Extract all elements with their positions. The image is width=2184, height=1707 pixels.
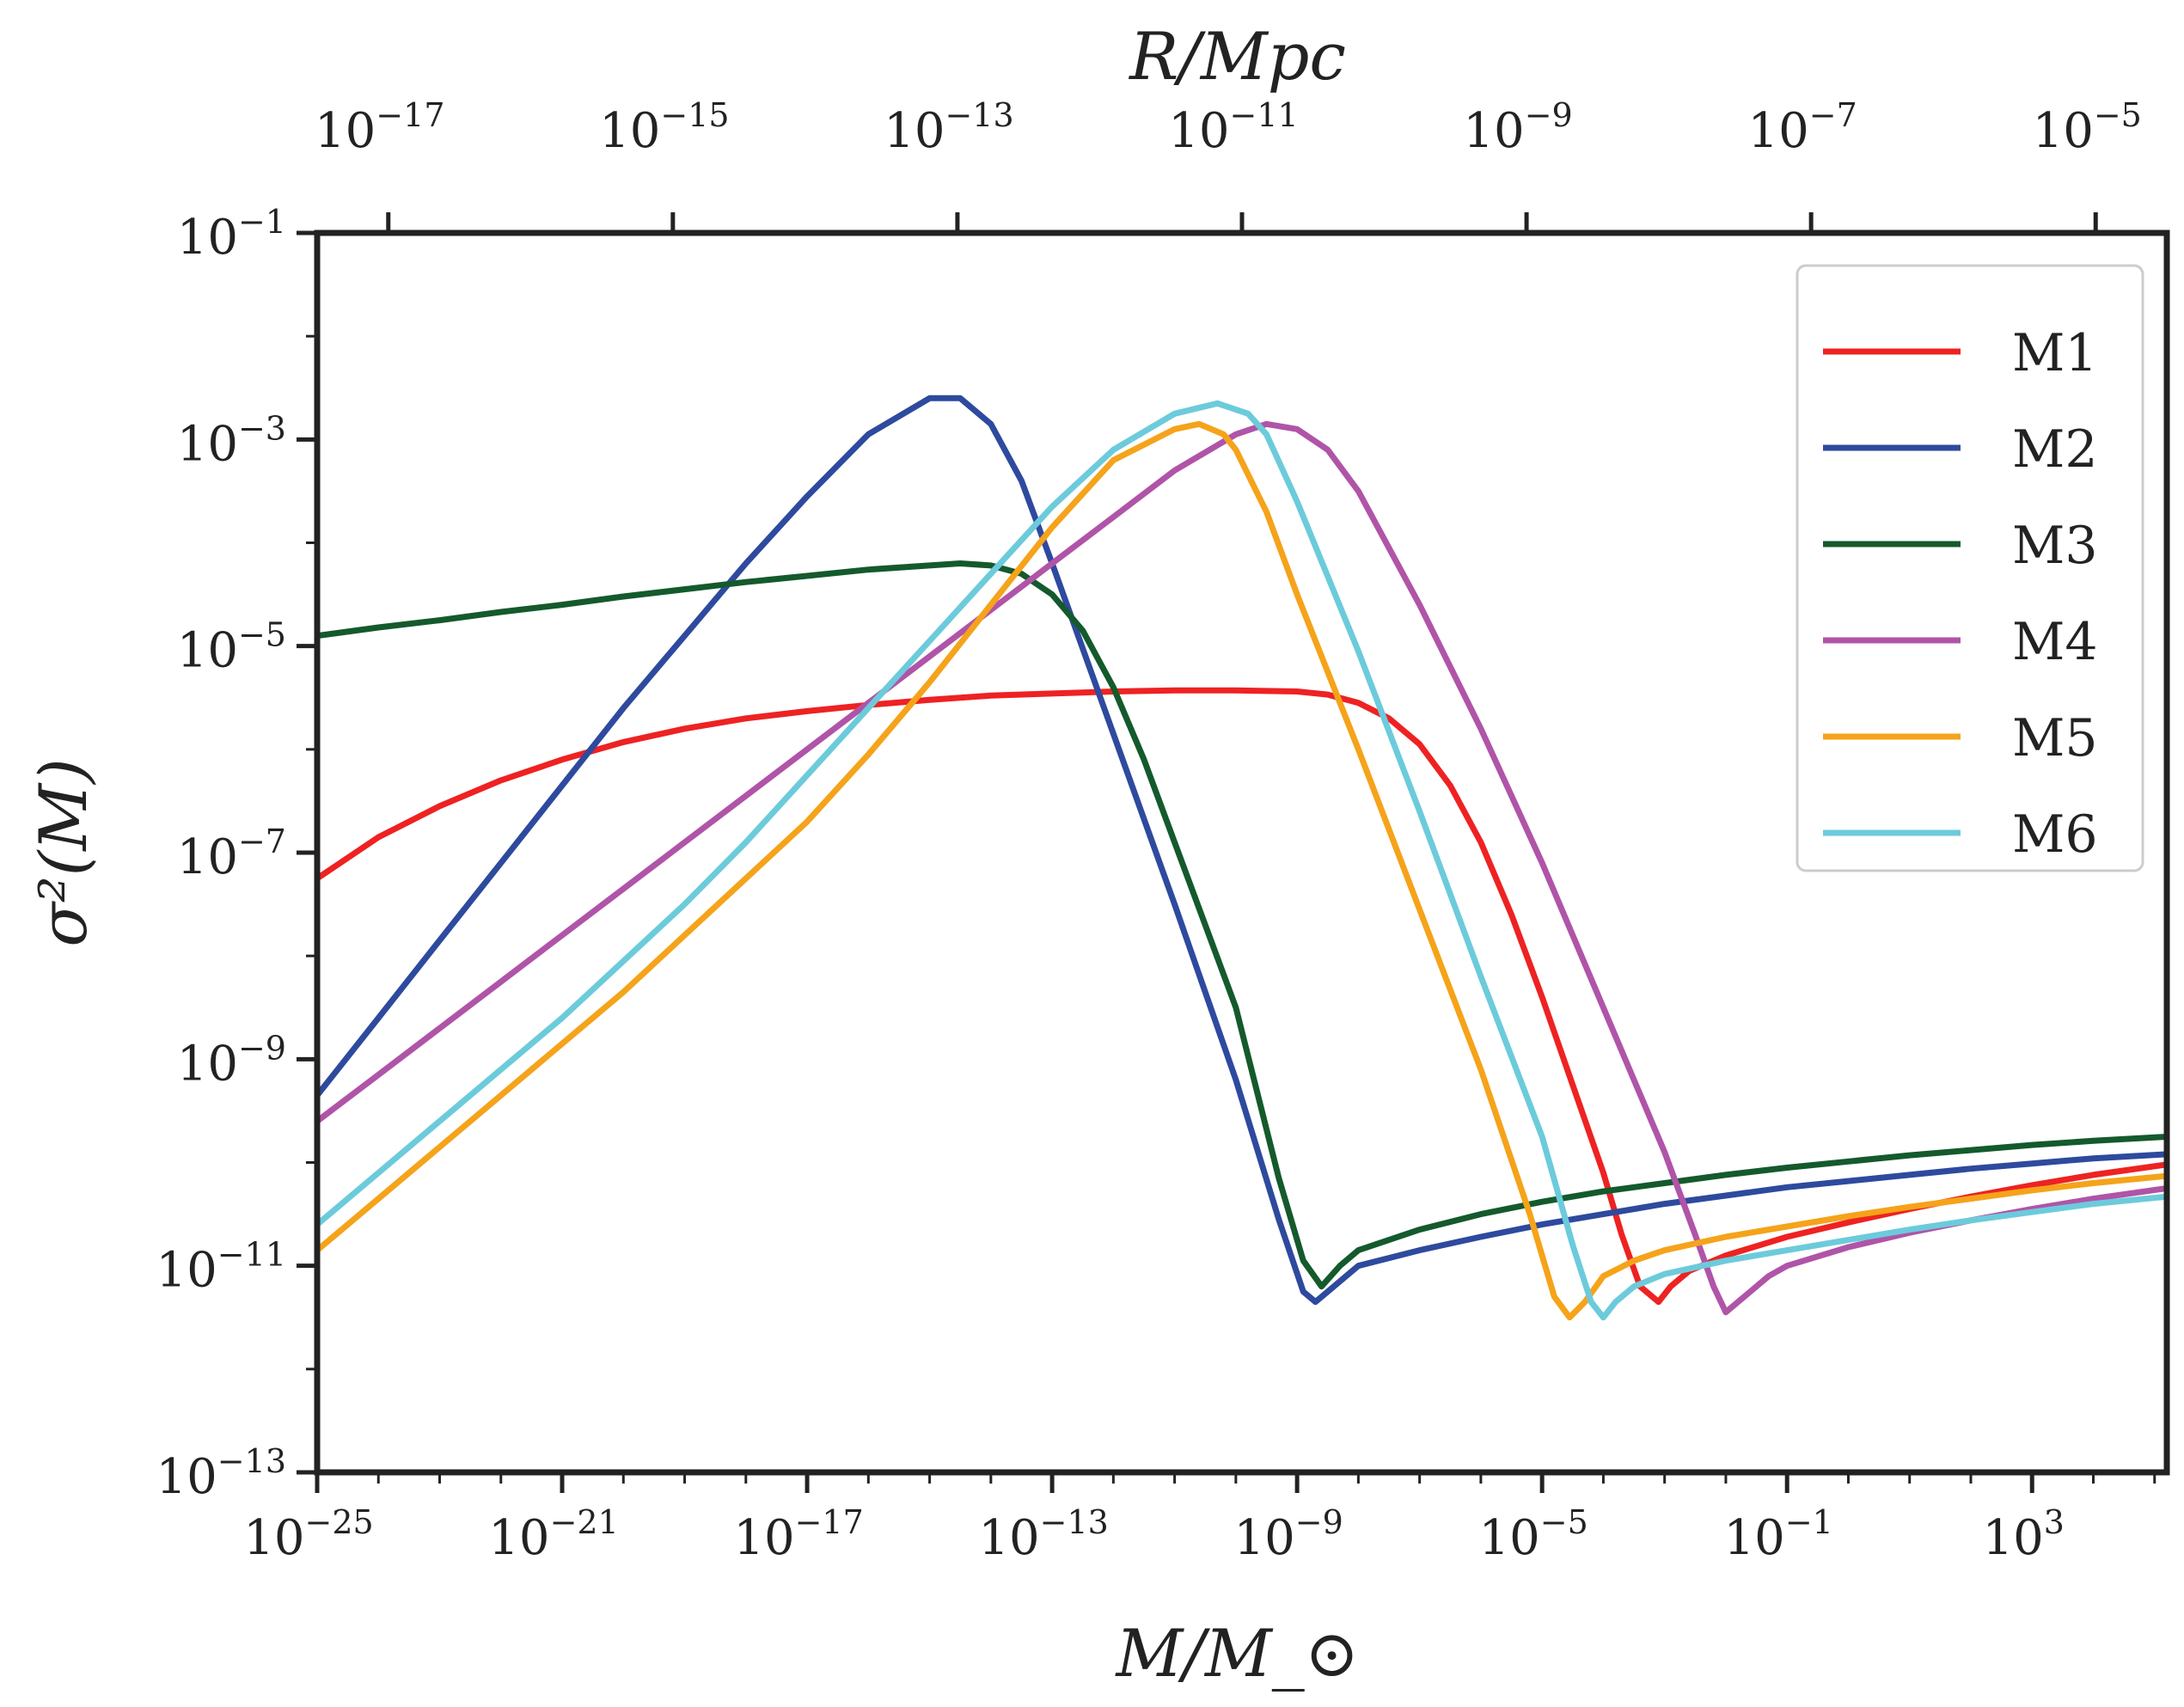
series-lines [317, 395, 2167, 1321]
legend-label-m4: M4 [2012, 612, 2098, 672]
x-tick-label: 10−17 [733, 1503, 863, 1566]
y-axis-label: σ²(M) [25, 758, 101, 946]
series-line-m2 [317, 395, 2167, 1306]
legend-label-m2: M2 [2012, 419, 2098, 480]
series-line-m1 [317, 687, 2167, 1306]
x-tick-label: 10−13 [978, 1503, 1108, 1566]
series-line-m4 [317, 420, 2167, 1316]
top-tick-label: 10−17 [315, 96, 444, 159]
x-axis-ticks: 10−25 10−21 10−17 10−13 10−9 10−5 10−1 103 [243, 1472, 2156, 1566]
top-tick-label: 10−5 [2033, 96, 2142, 159]
series-line-m5 [317, 420, 2167, 1321]
plot-frame [314, 229, 2170, 1476]
top-axis-label-text: R/Mpc [1128, 18, 1346, 95]
x-axis-label-text: M/M_⊙ [1115, 1615, 1360, 1692]
top-axis-ticks: 10−17 10−15 10−13 10−11 10−9 10−7 10−5 [315, 96, 2142, 233]
y-tick-label: 10−3 [177, 409, 286, 472]
y-axis-ticks: 10−1 10−3 10−5 10−7 10−9 10−11 10−13 [156, 203, 317, 1505]
x-tick-label: 10−25 [243, 1503, 373, 1566]
x-tick-label: 10−5 [1479, 1503, 1588, 1566]
top-tick-label: 10−9 [1463, 96, 1572, 159]
series-line-m6 [317, 400, 2167, 1321]
x-tick-label: 10−9 [1233, 1503, 1343, 1566]
x-tick-label: 10−1 [1724, 1503, 1833, 1566]
top-tick-label: 10−11 [1168, 96, 1298, 159]
y-axis-label-text: σ²(M) [25, 758, 101, 946]
top-tick-label: 10−13 [884, 96, 1013, 159]
y-tick-label: 10−7 [177, 823, 286, 885]
legend-box [1796, 264, 2144, 872]
y-tick-label: 10−13 [156, 1442, 286, 1505]
y-tick-label: 10−11 [156, 1236, 286, 1299]
y-tick-label: 10−1 [177, 203, 286, 266]
legend-label-m6: M6 [2012, 805, 2098, 865]
legend-label-m3: M3 [2012, 516, 2098, 576]
series-line-m3 [317, 560, 2167, 1290]
y-tick-label: 10−5 [177, 616, 286, 679]
legend-label-m1: M1 [2012, 323, 2098, 383]
y-tick-label: 10−9 [177, 1029, 286, 1092]
top-tick-label: 10−15 [599, 96, 729, 159]
top-tick-label: 10−7 [1748, 96, 1857, 159]
top-axis-label: R/Mpc [1128, 18, 1346, 95]
x-tick-label: 103 [1983, 1503, 2065, 1566]
legend-label-m5: M5 [2012, 708, 2098, 768]
legend: M1 M2 M3 M4 M5 M6 [1796, 264, 2144, 872]
x-tick-label: 10−21 [488, 1503, 618, 1566]
x-axis-label: M/M_⊙ [1115, 1615, 1360, 1692]
